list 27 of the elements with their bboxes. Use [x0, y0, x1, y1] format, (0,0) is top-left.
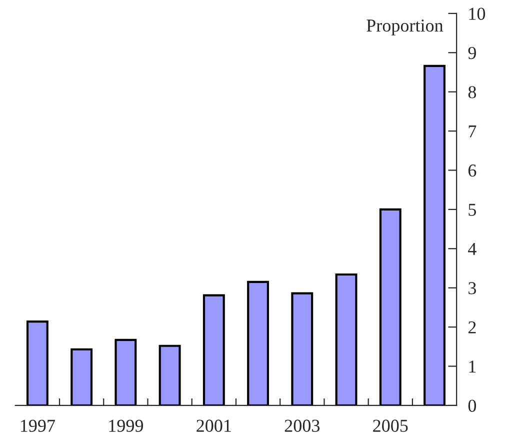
y-tick-label: 9	[468, 46, 476, 60]
y-tick-label: 1	[469, 360, 476, 373]
y-tick-label: 4	[468, 243, 476, 255]
x-tick-label: 2001	[196, 420, 231, 432]
x-tick-label: 2003	[284, 420, 320, 432]
y-tick-label: 0	[468, 400, 476, 412]
x-tick-label: 2005	[373, 420, 408, 432]
y-tick-label: 10	[469, 8, 486, 20]
y-tick-label: 7	[468, 125, 476, 138]
bar	[158, 344, 181, 406]
bar	[114, 338, 137, 406]
x-tick-label: 1999	[109, 420, 143, 432]
bar	[291, 292, 314, 406]
bar	[26, 320, 48, 406]
bar	[70, 348, 93, 406]
y-tick-label: 6	[468, 164, 476, 177]
y-tick-label: 5	[468, 204, 476, 216]
y-axis-title: Proportion	[366, 20, 444, 36]
y-tick-label: 2	[468, 321, 476, 334]
bar	[202, 294, 225, 406]
y-tick-label: 3	[468, 282, 476, 294]
bar	[335, 273, 358, 406]
x-tick-label: 1997	[20, 420, 55, 432]
y-tick-label: 8	[468, 86, 476, 98]
bar	[247, 280, 270, 406]
bar	[424, 64, 446, 406]
bar	[379, 208, 402, 406]
